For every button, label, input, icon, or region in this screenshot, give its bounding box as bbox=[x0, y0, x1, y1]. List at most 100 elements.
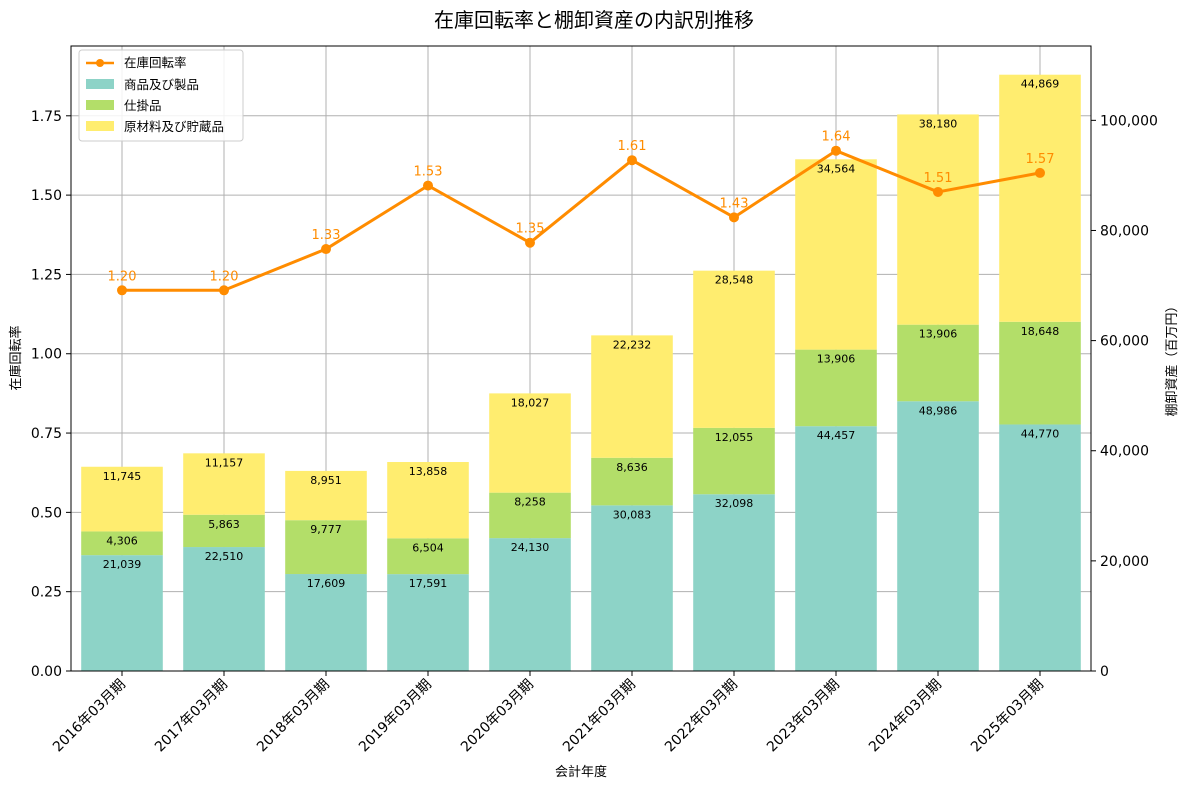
bar-value-label: 38,180 bbox=[919, 117, 958, 130]
bar-value-label: 13,906 bbox=[919, 328, 958, 341]
bar-value-label: 13,906 bbox=[817, 353, 856, 366]
right-tick-label: 80,000 bbox=[1100, 223, 1149, 239]
bar-value-label: 30,083 bbox=[613, 508, 652, 521]
left-tick-label: 0.25 bbox=[31, 585, 62, 601]
bar-value-label: 22,232 bbox=[613, 338, 652, 351]
bar-value-label: 8,636 bbox=[616, 461, 648, 474]
bar-segment bbox=[897, 401, 979, 671]
bar-segment bbox=[387, 462, 469, 539]
left-axis-label: 在庫回転率 bbox=[8, 325, 24, 390]
bar-value-label: 44,457 bbox=[817, 429, 856, 442]
bar-value-label: 44,770 bbox=[1021, 427, 1060, 440]
left-tick-label: 0.00 bbox=[31, 664, 62, 680]
bar-segment bbox=[591, 335, 673, 458]
bar-value-label: 32,098 bbox=[715, 497, 754, 510]
line-point bbox=[831, 145, 841, 156]
bar-segment bbox=[183, 453, 265, 515]
chart-title: 在庫回転率と棚卸資産の内訳別推移 bbox=[434, 8, 754, 32]
left-tick-label: 0.75 bbox=[31, 426, 62, 442]
right-axis-label: 棚卸資産（百万円） bbox=[1164, 299, 1180, 416]
line-point bbox=[219, 285, 229, 296]
left-tick-label: 1.75 bbox=[31, 109, 62, 125]
bar-label-layer: 21,039 22,510 17,609 17,591 24,130 30,083 32,0… bbox=[103, 78, 1060, 590]
bar-segment bbox=[999, 321, 1081, 425]
legend-swatch-series-1 bbox=[86, 100, 114, 110]
x-tick-label: 2022年03月期 bbox=[662, 677, 741, 756]
bar-segment bbox=[285, 574, 367, 671]
line-point bbox=[117, 285, 127, 296]
legend-swatch-series-2 bbox=[86, 121, 114, 131]
bar-value-label: 44,869 bbox=[1021, 78, 1060, 91]
line-point-label: 1.53 bbox=[414, 165, 443, 180]
bar-value-label: 18,027 bbox=[511, 396, 550, 409]
x-tick-label: 2018年03月期 bbox=[254, 677, 333, 756]
bar-value-label: 17,591 bbox=[409, 577, 448, 590]
bar-segment bbox=[183, 514, 265, 548]
bar-segment bbox=[81, 531, 163, 556]
x-tick-label: 2016年03月期 bbox=[50, 677, 129, 756]
bar-segment bbox=[489, 492, 571, 539]
legend-label-series-0: 商品及び製品 bbox=[124, 77, 199, 92]
bar-segment bbox=[387, 538, 469, 575]
right-tick-label: 20,000 bbox=[1100, 554, 1149, 570]
x-tick-label: 2025年03月期 bbox=[968, 677, 1047, 756]
line-point-label: 1.35 bbox=[516, 222, 545, 237]
plot-frame bbox=[70, 45, 1092, 672]
x-tick-label: 2023年03月期 bbox=[764, 677, 843, 756]
bar-segment bbox=[81, 466, 163, 532]
line-point-label: 1.43 bbox=[720, 196, 749, 211]
bar-segment bbox=[591, 457, 673, 506]
bar-segment bbox=[81, 555, 163, 671]
bar-segment bbox=[795, 426, 877, 671]
right-tick-label: 0 bbox=[1100, 664, 1109, 680]
bar-value-label: 13,858 bbox=[409, 465, 448, 478]
line-point-label: 1.64 bbox=[822, 130, 851, 145]
bar-value-label: 9,777 bbox=[310, 523, 342, 536]
line-point-label: 1.57 bbox=[1026, 152, 1055, 167]
bar-segment bbox=[693, 270, 775, 428]
bar-value-label: 28,548 bbox=[715, 274, 754, 287]
bar-value-label: 21,039 bbox=[103, 558, 142, 571]
bar-segment bbox=[693, 494, 775, 671]
legend-label-series-2: 原材料及び貯蔵品 bbox=[124, 119, 224, 134]
bar-value-label: 12,055 bbox=[715, 431, 754, 444]
bar-segment bbox=[489, 538, 571, 671]
left-tick-label: 1.00 bbox=[31, 347, 62, 363]
bar-value-label: 4,306 bbox=[106, 534, 138, 547]
x-tick-label: 2021年03月期 bbox=[560, 677, 639, 756]
line-point bbox=[321, 244, 331, 255]
line-point-label: 1.20 bbox=[210, 269, 239, 284]
bar-segment bbox=[591, 505, 673, 671]
right-tick-label: 60,000 bbox=[1100, 334, 1149, 350]
line-layer: 1.20 1.20 1.33 1.53 1.35 1.61 1.43 1.64 1.51 1.57 bbox=[108, 130, 1055, 296]
x-axis-label: 会計年度 bbox=[555, 764, 607, 780]
x-axis: 2016年03月期 2017年03月期 2018年03月期 2019年03月期 2020… bbox=[50, 671, 1047, 755]
bar-value-label: 22,510 bbox=[205, 550, 244, 563]
left-tick-label: 1.25 bbox=[31, 267, 62, 283]
bar-layer bbox=[81, 74, 1081, 671]
line-point-label: 1.20 bbox=[108, 269, 137, 284]
bar-segment bbox=[693, 427, 775, 495]
legend: 在庫回転率 商品及び製品 仕掛品 原材料及び貯蔵品 bbox=[78, 49, 244, 142]
line-point-label: 1.33 bbox=[312, 228, 341, 243]
bar-value-label: 34,564 bbox=[817, 162, 856, 175]
line-point bbox=[1035, 167, 1045, 178]
bar-value-label: 5,863 bbox=[208, 518, 240, 531]
line-point bbox=[933, 186, 943, 197]
left-axis: 0.00 0.25 0.50 0.75 1.00 1.25 1.50 1.75 bbox=[31, 109, 71, 680]
line-point bbox=[627, 155, 637, 166]
line-point bbox=[525, 237, 535, 248]
x-tick-label: 2024年03月期 bbox=[866, 677, 945, 756]
line-point bbox=[423, 180, 433, 191]
bar-segment bbox=[183, 547, 265, 671]
x-tick-label: 2017年03月期 bbox=[152, 677, 231, 756]
bar-segment bbox=[999, 424, 1081, 671]
x-tick-label: 2020年03月期 bbox=[458, 677, 537, 756]
left-tick-label: 0.50 bbox=[31, 505, 62, 521]
bar-segment bbox=[897, 324, 979, 402]
legend-line-marker bbox=[96, 59, 104, 67]
bar-segment bbox=[897, 114, 979, 325]
bar-segment bbox=[387, 574, 469, 671]
line-point-label: 1.51 bbox=[924, 171, 953, 186]
